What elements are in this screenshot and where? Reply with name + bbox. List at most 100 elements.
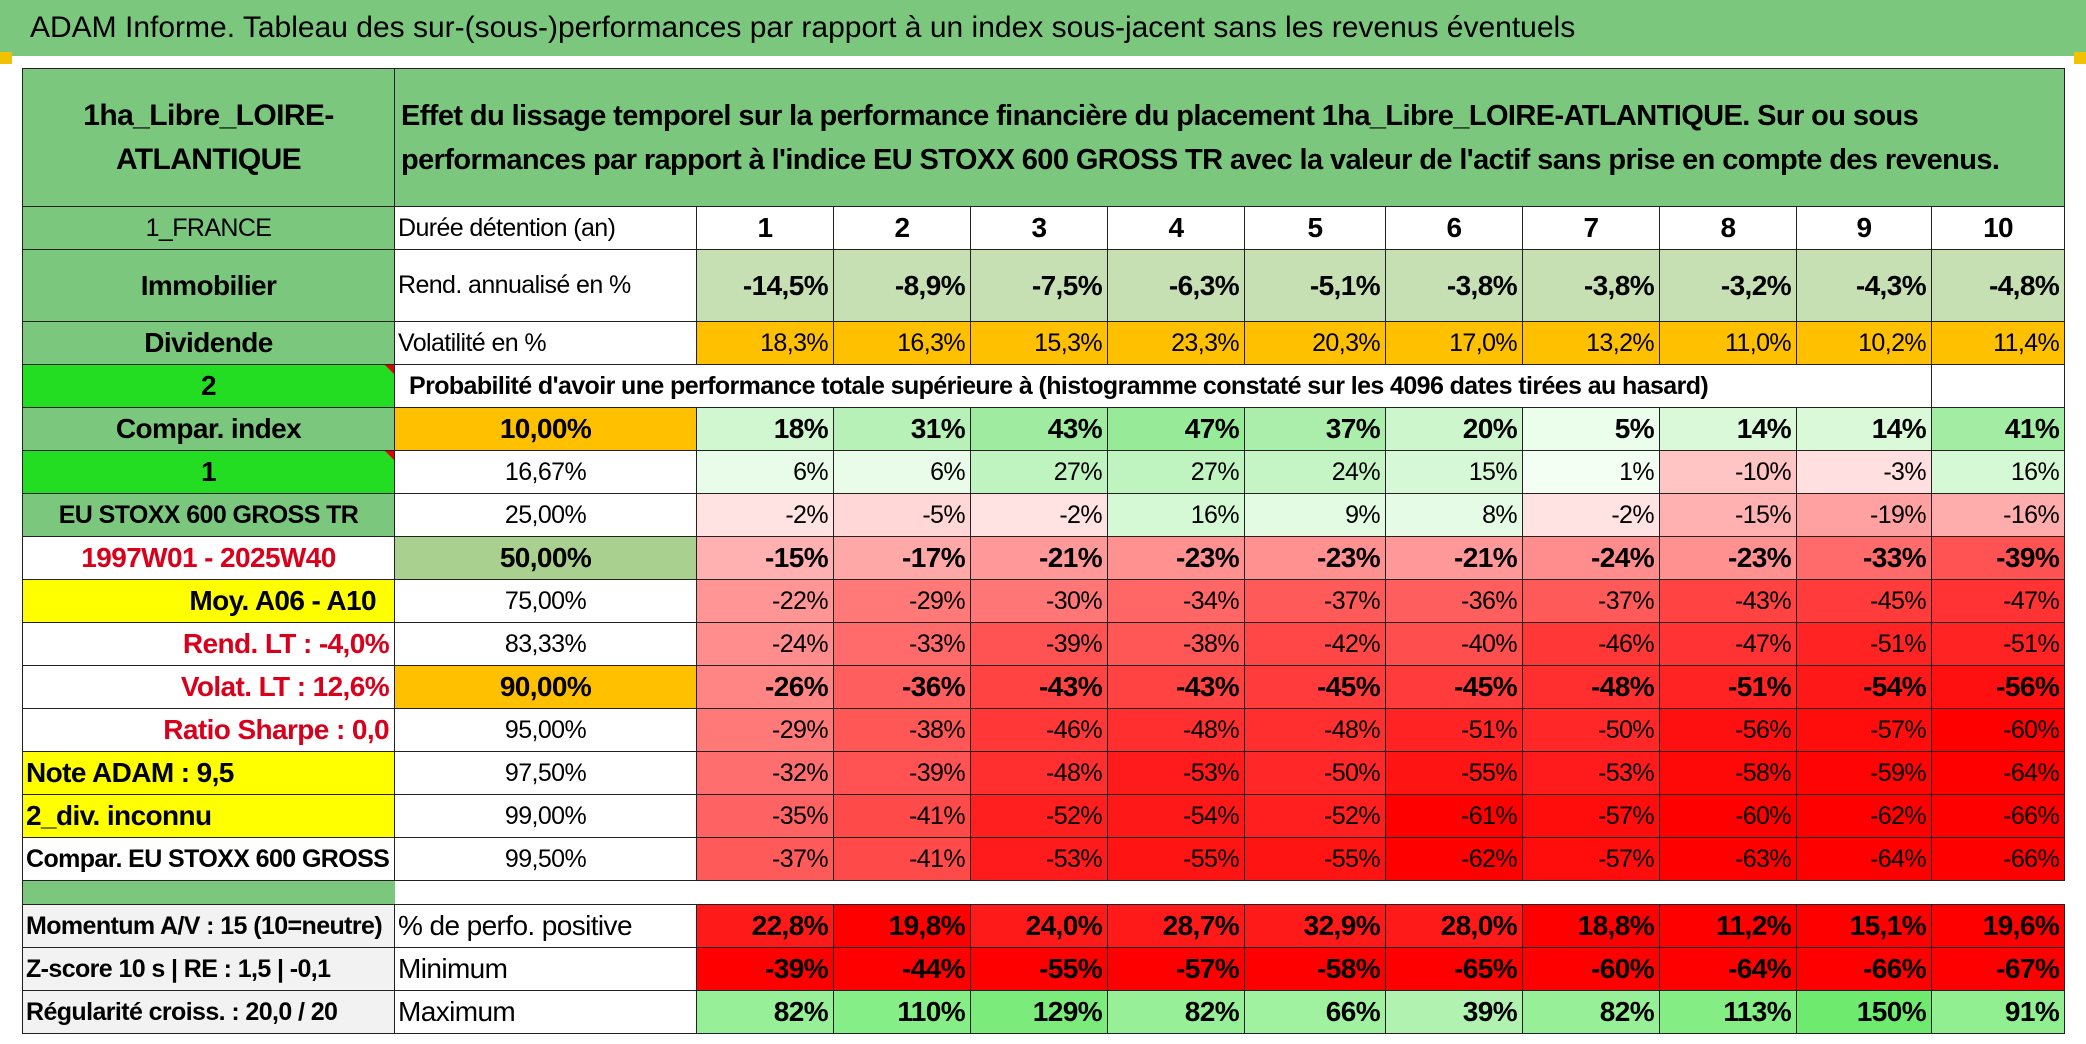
maximum-value: 82% — [1522, 990, 1660, 1034]
maximum-value: 82% — [1107, 990, 1245, 1034]
rend-value: -4,3% — [1796, 249, 1932, 322]
percentile-value: -58% — [1659, 751, 1797, 795]
percentile-value: -17% — [833, 536, 971, 580]
percentile-value: -2% — [696, 493, 834, 537]
minimum-value: -67% — [1930, 947, 2066, 991]
percentile-value: 5% — [1522, 407, 1660, 451]
volat-value: 17,0% — [1385, 321, 1523, 365]
code-1-cell[interactable]: 1 — [22, 450, 395, 494]
performance-table: 1ha_Libre_LOIRE-ATLANTIQUE Effet du liss… — [22, 68, 2066, 1034]
year-header: 2 — [833, 206, 971, 250]
percentile-label: 99,00% — [394, 794, 697, 838]
asset-name-cell: 1ha_Libre_LOIRE-ATLANTIQUE — [22, 68, 395, 207]
percentile-value: -53% — [970, 837, 1108, 881]
percentile-value: -29% — [833, 579, 971, 623]
percentile-row: Compar. index 10,00% 18% 31% 43% 47% 37% 20% 5% 1… — [22, 407, 2066, 451]
spacer-row — [22, 880, 2065, 905]
maximum-value: 91% — [1930, 990, 2066, 1034]
percentile-value: -62% — [1796, 794, 1932, 838]
percentile-value: -33% — [1796, 536, 1932, 580]
positive-value: 22,8% — [696, 904, 834, 948]
maximum-value: 110% — [833, 990, 971, 1034]
percentile-value: -43% — [1659, 579, 1797, 623]
positive-value: 11,2% — [1659, 904, 1797, 948]
percentile-value: 20% — [1385, 407, 1523, 451]
positive-value: 24,0% — [970, 904, 1108, 948]
percentile-value: 16% — [1930, 450, 2066, 494]
volat-value: 13,2% — [1522, 321, 1660, 365]
regularite-label: Régularité croiss. : 20,0 / 20 — [22, 990, 395, 1034]
percentile-value: 1% — [1522, 450, 1660, 494]
percentile-label: 97,50% — [394, 751, 697, 795]
index-name-label: EU STOXX 600 GROSS TR — [22, 493, 395, 537]
percentile-value: -64% — [1796, 837, 1932, 881]
positive-value: 19,6% — [1930, 904, 2066, 948]
rend-value: -14,5% — [696, 249, 834, 322]
positive-value: 32,9% — [1244, 904, 1386, 948]
percentile-value: -23% — [1244, 536, 1386, 580]
percentile-value: -48% — [1244, 708, 1386, 752]
percentile-value: -51% — [1659, 665, 1797, 709]
percentile-row: 1997W01 - 2025W40 50,00% -15% -17% -21% -23% -… — [22, 536, 2066, 580]
year-header: 10 — [1930, 206, 2066, 250]
minimum-value: -39% — [696, 947, 834, 991]
percentile-value: -39% — [970, 622, 1108, 666]
volat-lt-label: Volat. LT : 12,6% — [22, 665, 395, 709]
percentile-value: -52% — [970, 794, 1108, 838]
year-header: 5 — [1244, 206, 1386, 250]
percentile-value: -54% — [1107, 794, 1245, 838]
percentile-label: 83,33% — [394, 622, 697, 666]
volat-value: 18,3% — [696, 321, 834, 365]
type-label: Dividende — [22, 321, 395, 365]
percentile-value: -51% — [1796, 622, 1932, 666]
percentile-value: -45% — [1796, 579, 1932, 623]
percentile-value: -48% — [1107, 708, 1245, 752]
percentile-value: -60% — [1659, 794, 1797, 838]
percentile-value: -32% — [696, 751, 834, 795]
zscore-label: Z-score 10 s | RE : 1,5 | -0,1 — [22, 947, 395, 991]
positive-value: 15,1% — [1796, 904, 1932, 948]
volat-value: 15,3% — [970, 321, 1108, 365]
maximum-value: 82% — [696, 990, 834, 1034]
minimum-value: -55% — [970, 947, 1108, 991]
percentile-value: -51% — [1385, 708, 1523, 752]
year-header: 8 — [1659, 206, 1797, 250]
percentile-value: -15% — [696, 536, 834, 580]
momentum-label: Momentum A/V : 15 (10=neutre) — [22, 904, 395, 948]
minimum-value: -65% — [1385, 947, 1523, 991]
year-header: 9 — [1796, 206, 1932, 250]
minimum-value: -58% — [1244, 947, 1386, 991]
percentile-value: -43% — [970, 665, 1108, 709]
volat-value: 16,3% — [833, 321, 971, 365]
percentile-value: -56% — [1659, 708, 1797, 752]
div-label: 2_div. inconnu — [22, 794, 395, 838]
percentile-value: -55% — [1107, 837, 1245, 881]
percentile-value: -40% — [1385, 622, 1523, 666]
percentile-value: -46% — [970, 708, 1108, 752]
year-header: 3 — [970, 206, 1108, 250]
year-header: 7 — [1522, 206, 1660, 250]
percentile-row: Compar. EU STOXX 600 GROSS TR 99,50% -37% -… — [22, 837, 2066, 881]
percentile-row: Volat. LT : 12,6% 90,00% -26% -36% -43% -43% -… — [22, 665, 2066, 709]
percentile-value: -57% — [1522, 837, 1660, 881]
percentile-row: Note ADAM : 9,5 97,50% -32% -39% -48% -53% -50… — [22, 751, 2066, 795]
percentile-value: -56% — [1930, 665, 2066, 709]
percentile-value: 15% — [1385, 450, 1523, 494]
percentile-value: -5% — [833, 493, 971, 537]
percentile-value: -53% — [1522, 751, 1660, 795]
country-label: 1_FRANCE — [22, 206, 395, 250]
year-header: 6 — [1385, 206, 1523, 250]
code-2-cell[interactable]: 2 — [22, 364, 395, 408]
percentile-value: 18% — [696, 407, 834, 451]
percentile-value: -23% — [1659, 536, 1797, 580]
stat-row: Momentum A/V : 15 (10=neutre)% de perfo.… — [22, 904, 2066, 948]
percentile-value: -24% — [696, 622, 834, 666]
percentile-value: -34% — [1107, 579, 1245, 623]
percentile-value: 14% — [1796, 407, 1932, 451]
percentile-value: -10% — [1659, 450, 1797, 494]
percentile-value: -55% — [1244, 837, 1386, 881]
percentile-value: 8% — [1385, 493, 1523, 537]
rend-value: -5,1% — [1244, 249, 1386, 322]
percentile-value: -66% — [1930, 837, 2066, 881]
stat-row: Régularité croiss. : 20,0 / 20 Maximum 82%… — [22, 990, 2066, 1034]
